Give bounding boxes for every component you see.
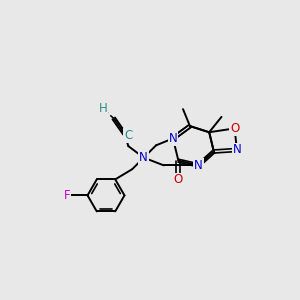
Text: H: H [99, 102, 107, 115]
Text: O: O [174, 173, 183, 187]
Text: F: F [63, 189, 70, 202]
Text: O: O [230, 122, 239, 135]
Text: N: N [232, 143, 241, 157]
Text: C: C [124, 129, 133, 142]
Text: N: N [169, 132, 177, 145]
Text: N: N [140, 151, 148, 164]
Text: N: N [194, 159, 203, 172]
